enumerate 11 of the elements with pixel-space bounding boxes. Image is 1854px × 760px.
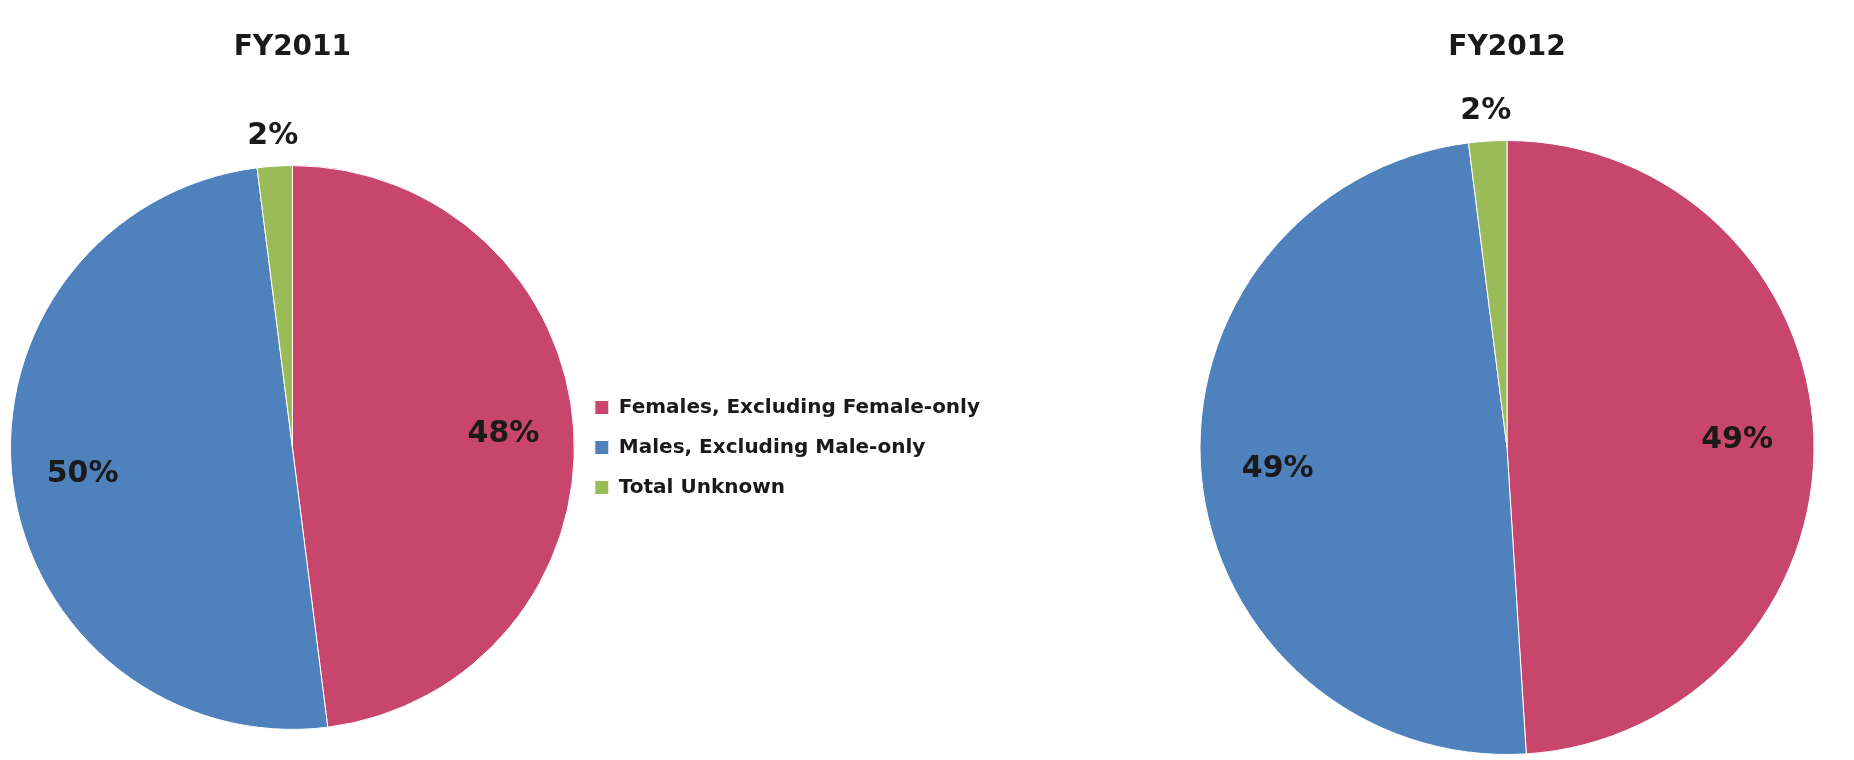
data-label: 2% xyxy=(247,116,299,151)
data-label: 49% xyxy=(1241,448,1314,484)
chart-title: FY2012 xyxy=(1448,29,1566,63)
data-label: 48% xyxy=(467,414,540,450)
legend-label: Males, Excluding Male-only xyxy=(618,433,926,458)
chart-title: FY2011 xyxy=(233,29,352,63)
data-label: 49% xyxy=(1701,420,1774,456)
legend-label: Females, Excluding Female-only xyxy=(618,393,981,418)
data-label: 2% xyxy=(1460,90,1512,126)
legend-label: Total Unknown xyxy=(618,473,785,498)
data-label: 50% xyxy=(46,453,119,489)
